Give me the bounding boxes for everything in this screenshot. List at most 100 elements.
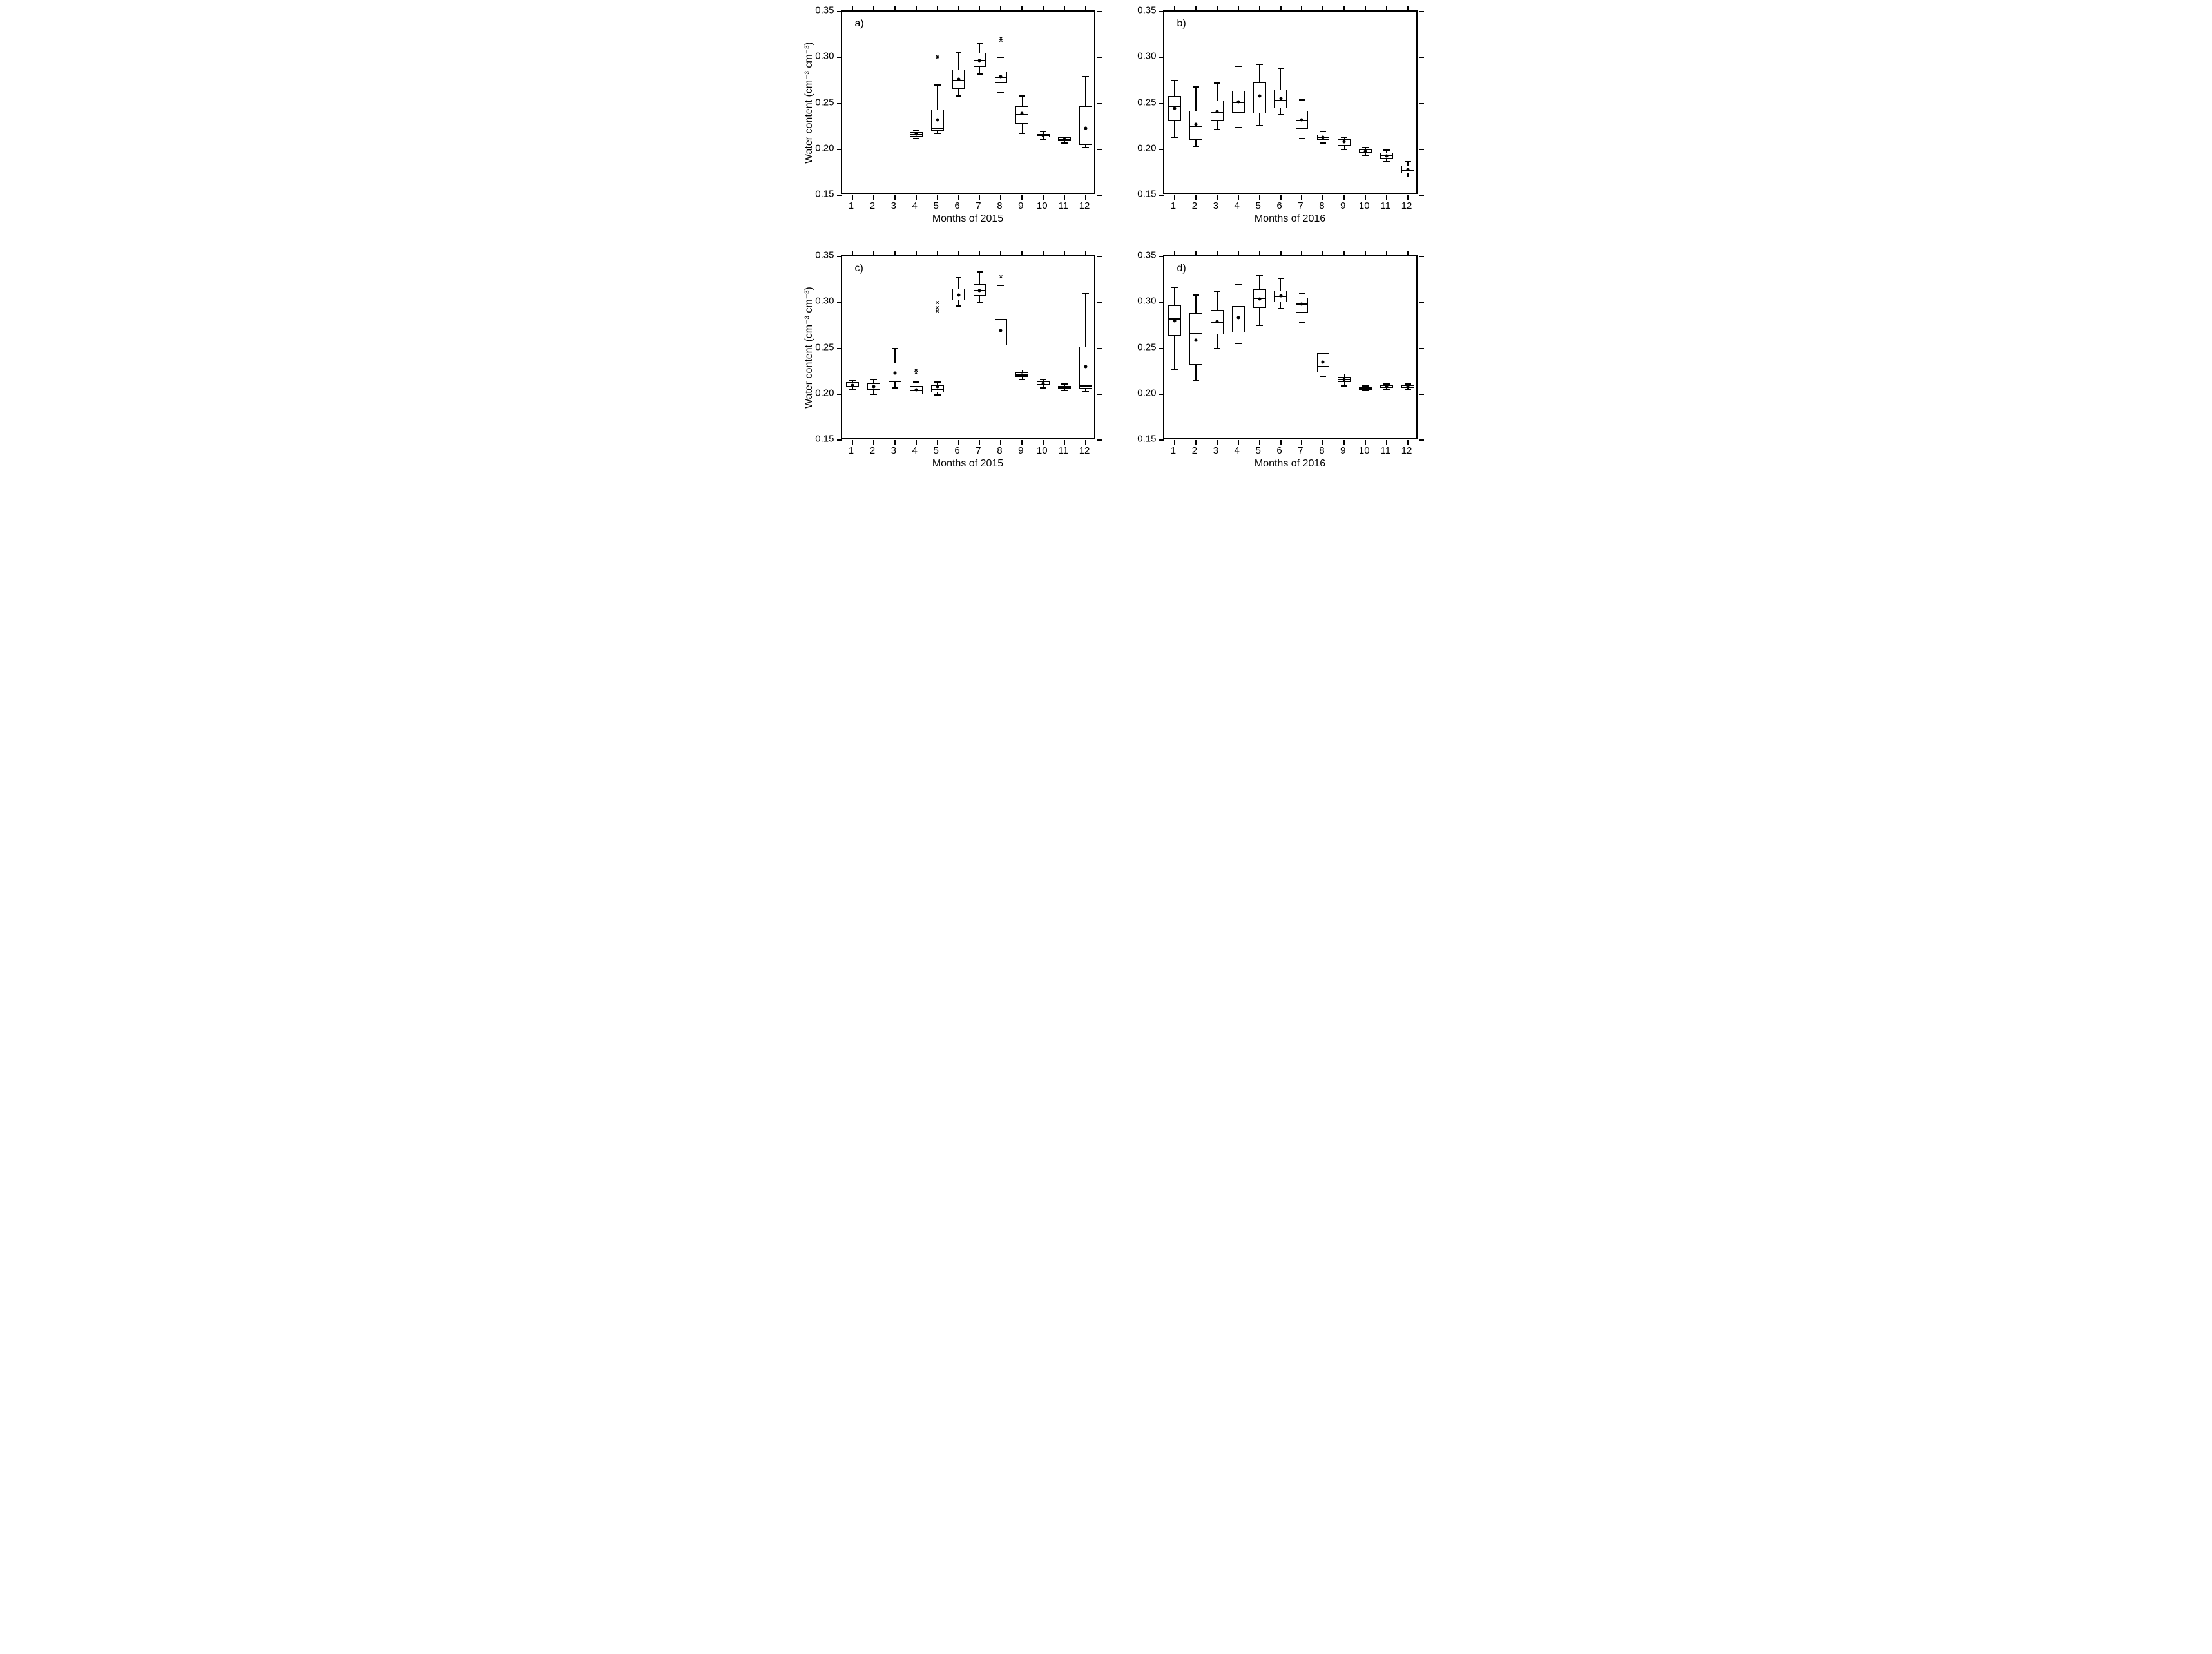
ytick	[1159, 103, 1164, 104]
xtick	[1217, 6, 1218, 12]
ytick	[1419, 302, 1424, 303]
xtick-label: 10	[1037, 445, 1048, 456]
xtick	[1238, 6, 1239, 12]
xtick-label: 3	[1213, 200, 1218, 211]
mean-dot	[1194, 123, 1197, 126]
whisker-cap	[934, 394, 941, 396]
mean-dot	[1236, 316, 1240, 320]
whisker-cap	[1278, 114, 1284, 115]
whisker	[1259, 276, 1260, 289]
ytick	[1097, 11, 1102, 12]
whisker-cap	[1278, 278, 1284, 279]
ytick	[1159, 394, 1164, 395]
whisker-cap	[1341, 374, 1347, 375]
xtick	[1174, 440, 1175, 445]
xtick-label: 1	[849, 200, 854, 211]
plot-area-b	[1163, 10, 1418, 194]
xtick	[1217, 195, 1218, 200]
whisker-cap	[997, 372, 1004, 373]
whisker-cap	[892, 348, 898, 349]
boxplot-box	[1079, 106, 1092, 145]
whisker-cap	[956, 305, 962, 307]
panel-d: 0.150.200.250.300.35123456789101112Month…	[1113, 250, 1422, 482]
median-line	[1317, 366, 1330, 367]
xtick	[937, 195, 938, 200]
whisker-cap	[1383, 161, 1390, 162]
whisker-cap	[1320, 131, 1326, 133]
whisker	[1407, 161, 1409, 166]
ytick-label: 0.30	[1132, 296, 1157, 307]
xtick-label: 10	[1359, 445, 1370, 456]
whisker	[1085, 77, 1086, 106]
whisker-cap	[1061, 142, 1068, 144]
boxplot-box	[1253, 82, 1266, 113]
xtick	[1365, 6, 1366, 12]
xtick	[1238, 440, 1239, 445]
whisker-cap	[1040, 139, 1046, 140]
ytick	[1419, 195, 1424, 196]
ytick	[1097, 195, 1102, 196]
whisker-cap	[1405, 161, 1411, 162]
whisker-cap	[1256, 125, 1263, 126]
mean-dot	[999, 75, 1003, 79]
xtick	[1407, 251, 1409, 256]
xtick-label: 9	[1018, 200, 1023, 211]
panel-tag: b)	[1177, 18, 1186, 30]
whisker-cap	[997, 285, 1004, 287]
whisker	[979, 44, 981, 53]
mean-dot	[957, 293, 960, 296]
whisker	[1259, 113, 1260, 126]
whisker-cap	[913, 138, 919, 139]
y-axis-label: Water content (cm⁻³ cm⁻³)	[802, 42, 815, 164]
whisker-cap	[1171, 287, 1178, 289]
xtick	[873, 195, 874, 200]
whisker-cap	[1082, 293, 1089, 294]
panel-b: 0.150.200.250.300.35123456789101112Month…	[1113, 5, 1422, 237]
xtick	[873, 251, 874, 256]
xtick-label: 3	[891, 445, 896, 456]
mean-dot	[1042, 381, 1045, 385]
whisker	[1022, 124, 1023, 134]
ytick	[1097, 256, 1102, 257]
mean-dot	[1215, 110, 1218, 113]
xtick	[979, 251, 980, 256]
panel-tag: a)	[855, 18, 864, 30]
mean-dot	[1258, 297, 1261, 300]
whisker-cap	[913, 381, 919, 383]
xtick-label: 12	[1079, 445, 1090, 456]
mean-dot	[914, 388, 918, 391]
whisker	[1001, 286, 1002, 319]
xtick	[1407, 6, 1409, 12]
xtick	[1000, 440, 1001, 445]
whisker-cap	[1171, 137, 1178, 138]
xtick	[1000, 6, 1001, 12]
whisker-cap	[1235, 127, 1242, 128]
xtick	[1259, 6, 1260, 12]
xtick-label: 10	[1037, 200, 1048, 211]
plot-area-a: ××××	[841, 10, 1095, 194]
xtick-label: 10	[1359, 200, 1370, 211]
whisker-cap	[1193, 146, 1199, 148]
whisker	[1085, 293, 1086, 347]
xtick	[1301, 440, 1302, 445]
xtick	[1217, 251, 1218, 256]
whisker	[1280, 68, 1282, 90]
panel-c: ××××××0.150.200.250.300.3512345678910111…	[791, 250, 1100, 482]
xtick-label: 6	[954, 445, 959, 456]
outlier-marker: ×	[999, 274, 1003, 281]
whisker-cap	[1278, 308, 1284, 309]
ytick	[1159, 57, 1164, 58]
ytick	[1159, 149, 1164, 150]
whisker	[1259, 308, 1260, 325]
whisker-cap	[1405, 177, 1411, 178]
ytick	[1419, 348, 1424, 349]
whisker	[1174, 121, 1175, 138]
mean-dot	[914, 132, 918, 135]
xtick-label: 7	[1298, 445, 1303, 456]
whisker	[1001, 83, 1002, 92]
ytick	[1097, 439, 1102, 441]
outlier-marker: ×	[936, 54, 939, 61]
whisker-cap	[1214, 129, 1220, 130]
xtick	[894, 6, 896, 12]
whisker-cap	[1040, 387, 1046, 389]
